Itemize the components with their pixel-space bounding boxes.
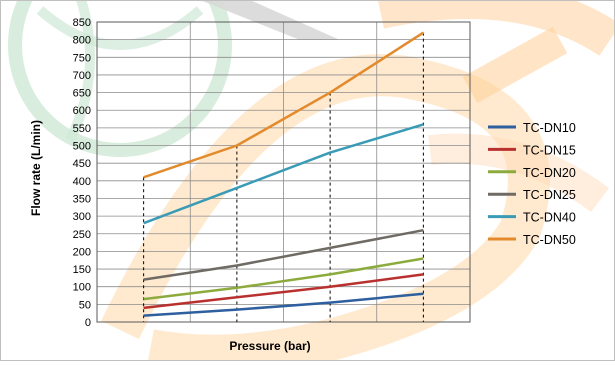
y-axis-label: Flow rate (L/min) <box>29 120 43 216</box>
legend-item: TC-DN40 <box>488 211 576 225</box>
y-tick-label: 350 <box>73 193 91 205</box>
y-tick-label: 150 <box>73 264 91 276</box>
series-line-tc-dn25 <box>143 228 424 281</box>
y-tick-label: 800 <box>73 35 91 47</box>
series-lines <box>143 31 425 317</box>
y-tick-label: 650 <box>73 88 91 100</box>
legend-item: TC-DN50 <box>488 233 576 247</box>
y-axis-ticks: 0 50 100 150 200 250 300 350 400 450 500 550 600 650 7… <box>73 17 91 329</box>
series-line-tc-dn50 <box>143 31 425 179</box>
x-axis-label: Pressure (bar) <box>229 339 310 353</box>
y-tick-label: 850 <box>73 17 91 29</box>
y-tick-label: 550 <box>73 123 91 135</box>
legend-label: TC-DN40 <box>523 211 576 225</box>
y-tick-label: 600 <box>73 105 91 117</box>
y-tick-label: 400 <box>73 176 91 188</box>
legend-label: TC-DN25 <box>523 188 576 202</box>
y-tick-label: 500 <box>73 141 91 153</box>
legend-label: TC-DN10 <box>523 121 576 135</box>
legend-item: TC-DN15 <box>488 143 576 157</box>
legend-item: TC-DN20 <box>488 166 576 180</box>
series-line-tc-dn20 <box>143 257 424 301</box>
legend-label: TC-DN15 <box>523 143 576 157</box>
y-tick-label: 300 <box>73 211 91 223</box>
legend-label: TC-DN50 <box>523 233 576 247</box>
y-tick-label: 200 <box>73 246 91 258</box>
y-tick-label: 100 <box>73 282 91 294</box>
series-line-tc-dn15 <box>143 273 424 310</box>
legend: TC-DN10 TC-DN15 TC-DN20 TC-DN25 TC-DN40 TC-DN… <box>488 121 576 247</box>
axes <box>96 21 471 323</box>
y-tick-label: 50 <box>79 299 91 311</box>
plot-area-border <box>96 21 471 323</box>
legend-label: TC-DN20 <box>523 166 576 180</box>
y-tick-label: 700 <box>73 70 91 82</box>
y-tick-label: 750 <box>73 52 91 64</box>
watermark-graphic <box>8 0 615 361</box>
y-tick-label: 450 <box>73 158 91 170</box>
legend-item: TC-DN10 <box>488 121 576 135</box>
y-tick-label: 0 <box>85 317 91 329</box>
legend-item: TC-DN25 <box>488 188 576 202</box>
series-line-tc-dn10 <box>143 292 424 317</box>
y-tick-label: 250 <box>73 229 91 241</box>
series-line-tc-dn40 <box>143 123 424 225</box>
